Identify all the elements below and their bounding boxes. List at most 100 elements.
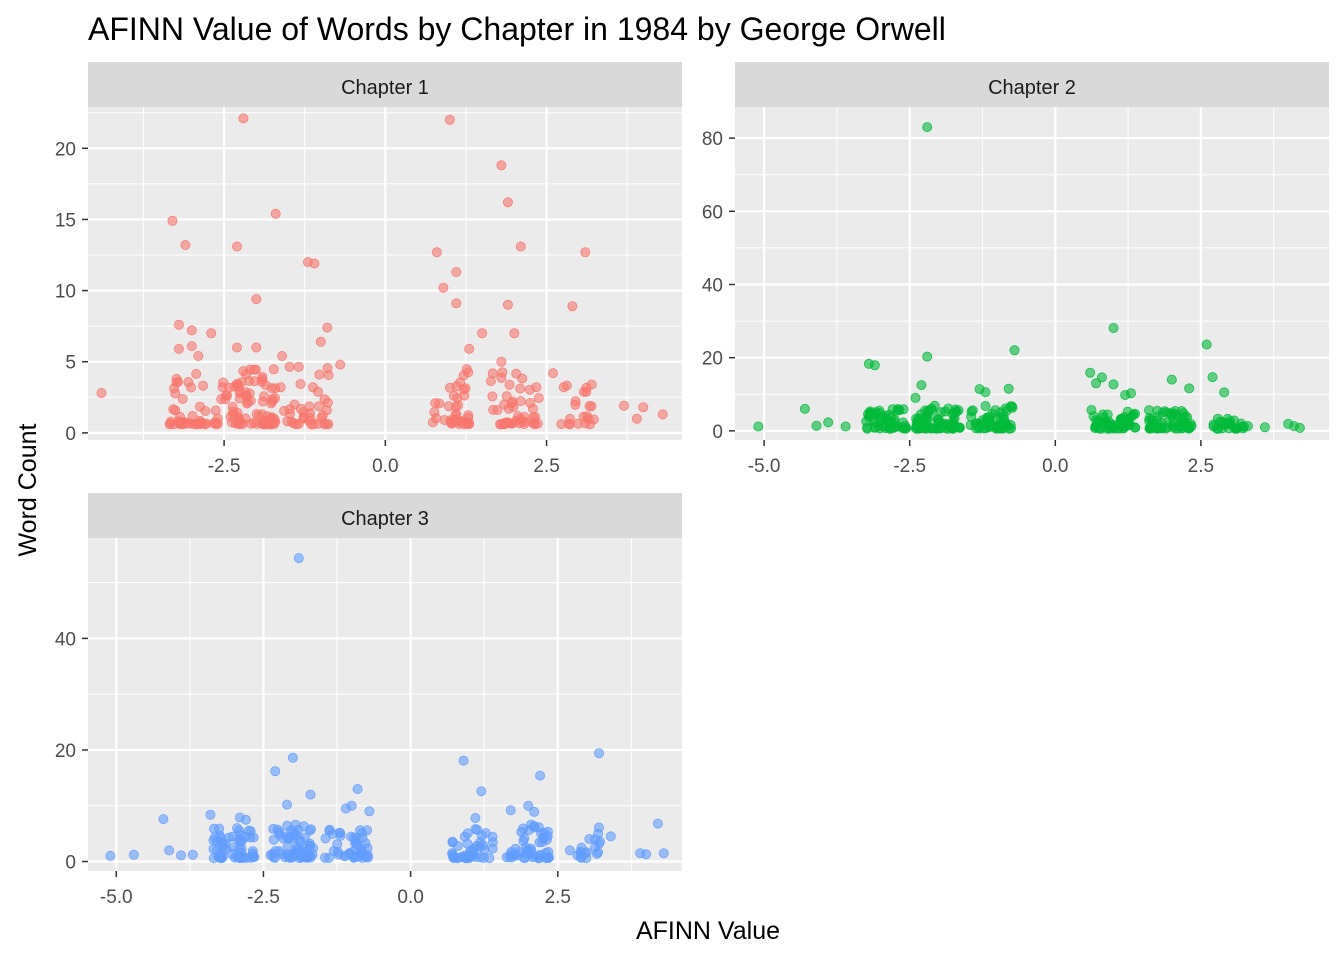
data-point — [1085, 367, 1096, 378]
data-point — [221, 390, 232, 401]
data-point — [497, 367, 508, 378]
data-point — [284, 408, 295, 419]
data-point — [570, 399, 581, 410]
data-point — [458, 755, 469, 766]
data-point — [1096, 372, 1107, 383]
data-point — [584, 834, 595, 845]
data-point — [232, 379, 243, 390]
data-point — [922, 122, 933, 133]
panel-background — [735, 107, 1329, 440]
y-tick-label: 60 — [702, 202, 723, 223]
data-point — [1113, 419, 1124, 430]
data-point — [241, 369, 252, 380]
y-tick-label: 0 — [65, 853, 76, 874]
x-tick-label: 0.0 — [372, 456, 398, 477]
points — [105, 553, 669, 864]
data-point — [1230, 423, 1241, 434]
data-point — [581, 386, 592, 397]
data-point — [1108, 322, 1119, 333]
data-point — [231, 241, 242, 252]
data-point — [459, 390, 470, 401]
data-point — [305, 789, 316, 800]
data-point — [594, 748, 605, 759]
data-point — [580, 247, 591, 258]
data-point — [105, 850, 116, 861]
data-point — [564, 845, 575, 856]
data-point — [293, 361, 304, 372]
data-point — [657, 409, 668, 420]
data-point — [523, 800, 534, 811]
data-point — [869, 360, 880, 371]
data-point — [477, 328, 488, 339]
data-point — [538, 832, 549, 843]
data-point — [504, 379, 515, 390]
panel-chapter-2: Chapter 2 -5.0 -2.5 0.0 2.5 0 20 40 60 80 — [702, 62, 1329, 477]
x-axis-label: AFINN Value — [636, 917, 780, 945]
data-point — [594, 822, 605, 833]
data-point — [431, 247, 442, 258]
data-point — [487, 843, 498, 854]
data-point — [631, 413, 642, 424]
data-point — [478, 852, 489, 863]
x-tick-label: -2.5 — [208, 456, 241, 477]
data-point — [502, 197, 513, 208]
data-point — [638, 402, 649, 413]
data-point — [193, 350, 204, 361]
data-point — [898, 404, 909, 415]
data-point — [257, 418, 268, 429]
y-axis-label: Word Count — [14, 423, 42, 556]
data-point — [266, 398, 277, 409]
data-point — [352, 784, 363, 795]
data-point — [236, 847, 247, 858]
data-point — [511, 368, 522, 379]
data-point — [364, 806, 375, 817]
data-point — [865, 407, 876, 418]
data-point — [217, 382, 228, 393]
data-point — [535, 770, 546, 781]
data-point — [168, 404, 179, 415]
data-point — [324, 825, 335, 836]
axes: -5.0 -2.5 0.0 2.5 0 20 40 60 80 — [702, 129, 1214, 477]
data-point — [269, 852, 280, 863]
data-point — [346, 800, 357, 811]
data-point — [231, 342, 242, 353]
panel-background — [88, 538, 682, 871]
data-point — [918, 413, 929, 424]
data-point — [1294, 422, 1305, 433]
data-point — [291, 419, 302, 430]
data-point — [470, 824, 481, 835]
data-point — [251, 408, 262, 419]
x-tick-label: -2.5 — [893, 456, 926, 477]
data-point — [1108, 379, 1119, 390]
data-point — [496, 356, 507, 367]
data-point — [206, 328, 217, 339]
x-tick-label: 0.0 — [1042, 456, 1068, 477]
data-point — [268, 834, 279, 845]
data-point — [451, 298, 462, 309]
panel-chapter-1: Chapter 1 -2.5 0.0 2.5 0 5 10 15 20 — [55, 62, 682, 477]
data-point — [488, 404, 499, 415]
data-point — [214, 823, 225, 834]
data-point — [438, 282, 449, 293]
data-point — [205, 809, 216, 820]
data-point — [307, 382, 318, 393]
data-point — [641, 849, 652, 860]
data-point — [293, 553, 304, 564]
data-point — [464, 343, 475, 354]
data-point — [1007, 402, 1018, 413]
data-point — [275, 382, 286, 393]
data-point — [900, 420, 911, 431]
y-tick-label: 20 — [55, 741, 76, 762]
data-point — [518, 823, 529, 834]
data-point — [240, 814, 251, 825]
data-point — [164, 845, 175, 856]
data-point — [811, 420, 822, 431]
data-point — [753, 421, 764, 432]
data-point — [1102, 409, 1113, 420]
data-point — [533, 850, 544, 861]
data-point — [916, 380, 927, 391]
y-tick-label: 20 — [702, 349, 723, 370]
data-point — [462, 828, 473, 839]
data-point — [1166, 374, 1177, 385]
data-point — [319, 419, 330, 430]
